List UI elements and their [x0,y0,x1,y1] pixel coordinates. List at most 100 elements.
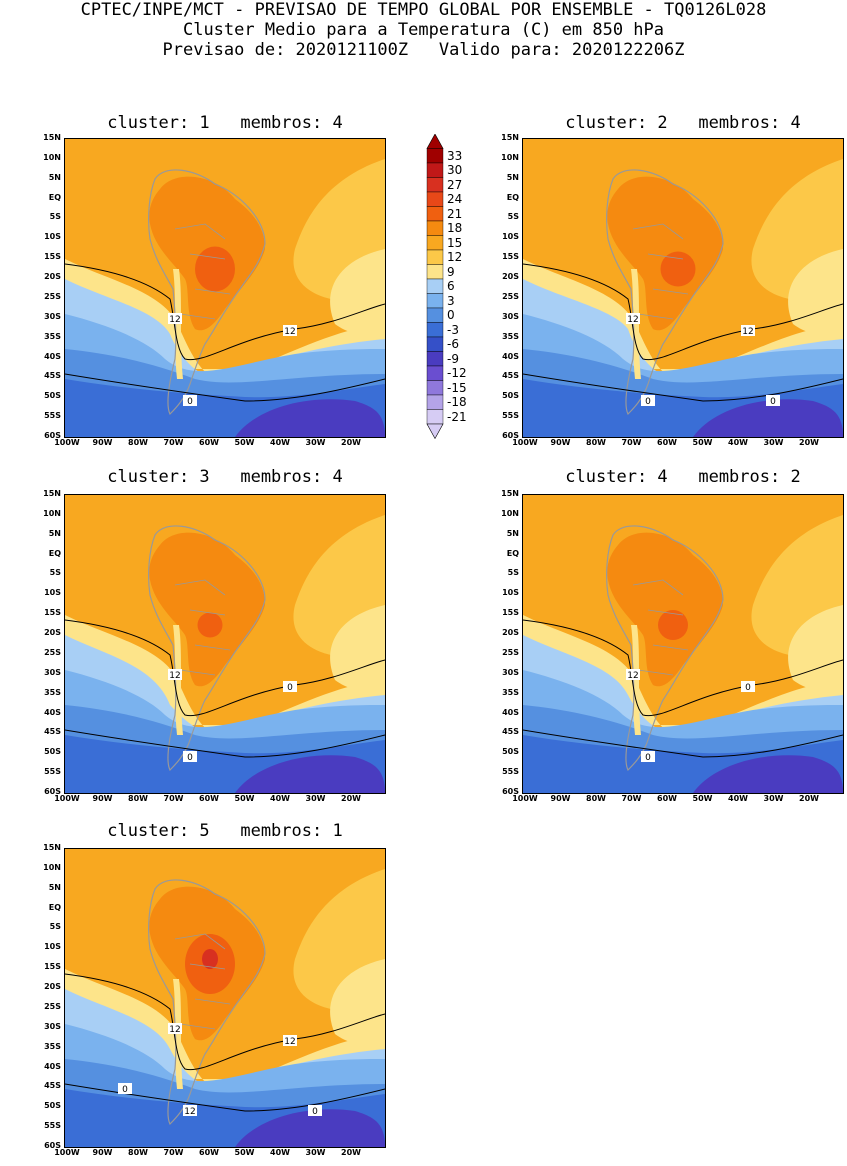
lat-tick-label: 55S [44,411,61,421]
contour-label: 0 [766,395,780,407]
lat-tick-label: 5N [48,528,61,538]
band-9-12-east [330,249,385,335]
lon-tick-label: 70W [163,1148,184,1157]
colorbar-level-label: -6 [447,337,459,352]
lon-tick-label: 20W [341,438,361,447]
country-borders [632,223,689,320]
lat-tick-label: 10S [502,232,519,242]
lon-tick-label: 40W [270,794,290,803]
lon-tick-label: 60W [657,438,677,447]
lat-tick-label: 20S [502,272,519,282]
contour-label: 0 [308,1105,322,1117]
svg-text:12: 12 [627,671,638,681]
country-borders [632,579,689,676]
lat-tick-label: 45S [44,371,61,381]
colorbar-swatch [426,220,444,236]
lat-tick-label: 55S [502,411,519,421]
lon-tick-label: 40W [728,794,748,803]
lat-tick-label: 50S [502,747,519,757]
contour-label: 12 [626,313,640,325]
lon-tick-label: 30W [305,794,326,803]
lat-tick-label: 30S [502,667,519,677]
colorbar-level-label: 9 [447,264,455,279]
lat-tick-label: 10S [44,232,61,242]
lat-tick-label: 30S [502,311,519,321]
lon-tick-label: 40W [270,1148,290,1157]
svg-text:0: 0 [122,1085,128,1095]
lon-tick-label: 90W [550,438,571,447]
lat-tick-label: 60S [44,431,61,440]
lon-tick-label: 30W [305,438,326,447]
colorbar-level-label: 18 [447,221,463,236]
lat-tick-label: 25S [44,647,61,657]
contour-0 [523,373,843,402]
colorbar-swatch [426,235,444,251]
country-borders [174,579,231,676]
lat-tick-label: 20S [44,628,61,638]
svg-text:0: 0 [645,753,651,763]
colorbar-swatch [426,191,444,207]
lon-tick-label: 60W [199,1148,219,1157]
lat-tick-label: 55S [44,1121,61,1131]
lat-tick-label: 5N [48,882,61,892]
lat-tick-label: EQ [506,548,519,558]
country-borders [174,223,231,320]
lat-tick-label: 25S [502,647,519,657]
svg-text:0: 0 [187,397,193,407]
lat-tick-label: 5N [506,172,519,182]
band-minus9-minus6 [235,1109,385,1147]
band-9-12-east [788,249,843,335]
lat-tick-label: 25S [502,291,519,301]
lon-tick-label: 20W [799,794,819,803]
contour-label: 12 [168,313,182,325]
colorbar-level-label: 30 [447,163,463,178]
contour-0 [65,373,385,402]
lat-tick-label: 5S [49,212,61,222]
lat-tick-label: 50S [44,391,61,401]
map-canvas: 12 12 12 0 0 [64,848,386,1148]
lat-tick-label: 15S [44,962,61,972]
lat-tick-label: 50S [44,1101,61,1111]
lat-tick-label: 50S [44,747,61,757]
lat-tick-label: 15S [502,608,519,618]
svg-text:0: 0 [187,753,193,763]
map-panel-2: 12 12 0 0 15N 10N 5N EQ 5S 10S 15S 20S 25S 30S 35S 40S 4… [501,133,847,456]
panel-4-title: cluster: 4 membros: 2 [565,467,801,487]
contour-label: 0 [118,1083,132,1095]
lat-tick-label: 5S [507,212,519,222]
lon-tick-label: 50W [692,794,713,803]
band-9-12-east [788,605,843,691]
lat-tick-label: 40S [502,707,519,717]
svg-text:0: 0 [645,397,651,407]
contour-12 [523,263,843,361]
contour-label: 12 [626,669,640,681]
lon-tick-label: 40W [270,438,290,447]
colorbar-level-label: 12 [447,250,463,265]
lon-tick-label: 50W [692,438,713,447]
lon-tick-label: 90W [550,794,571,803]
lat-tick-label: 10S [502,588,519,598]
header-line-3: Previsao de: 2020121100Z Valido para: 20… [162,40,685,60]
lon-tick-label: 70W [621,438,642,447]
contour-label: 0 [641,395,655,407]
colorbar-level-label: 27 [447,177,463,192]
colorbar-swatch [426,249,444,265]
band-minus9-minus6 [235,399,385,437]
lon-tick-label: 100W [54,438,80,447]
lat-tick-label: 40S [502,351,519,361]
svg-text:12: 12 [284,327,295,337]
coastline-south-america [606,525,724,772]
lat-tick-label: 30S [44,311,61,321]
lon-tick-label: 90W [92,1148,113,1157]
contour-0 [65,729,385,758]
colorbar-level-label: 21 [447,206,463,221]
lat-tick-label: 5S [49,922,61,932]
lon-tick-label: 100W [54,1148,80,1157]
lon-tick-label: 40W [728,438,748,447]
lat-tick-label: 35S [44,1041,61,1051]
colorbar-bottom-arrow [426,423,444,440]
lat-tick-label: 15S [44,608,61,618]
svg-text:12: 12 [184,1107,195,1117]
colorbar: 33 30 27 24 21 18 15 12 9 6 3 0 -3 -6 -9 -12 -15 -18 -21 [425,134,467,444]
svg-text:0: 0 [770,397,776,407]
